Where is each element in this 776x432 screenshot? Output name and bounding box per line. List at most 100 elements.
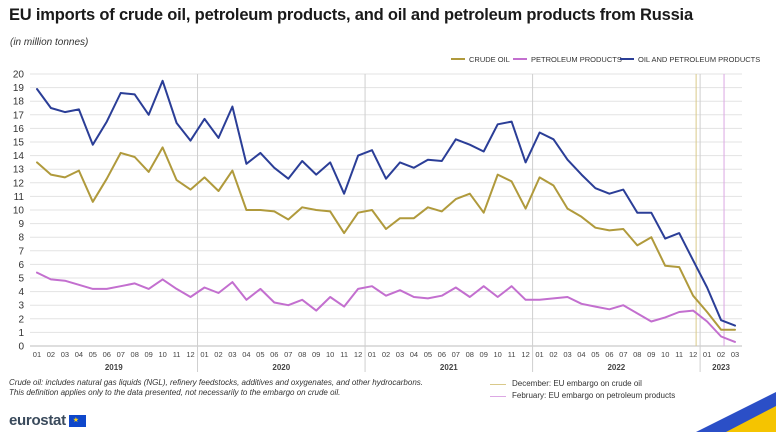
legend-label-total: OIL AND PETROLEUM PRODUCTS [638, 55, 760, 64]
x-tick-label-2022-01: 01 [535, 350, 543, 359]
series-line-total [36, 79, 736, 327]
embargo-notes: December: EU embargo on crude oil Februa… [490, 378, 675, 402]
y-tick-label-19: 19 [13, 83, 25, 94]
footnote-line-2: This definition applies only to the data… [9, 388, 341, 397]
x-tick-label-2019-10: 10 [158, 350, 166, 359]
y-tick-label-0: 0 [18, 342, 24, 353]
x-tick-label-2021-12: 12 [521, 350, 529, 359]
x-tick-label-2022-05: 05 [591, 350, 599, 359]
x-tick-label-2020-08: 08 [298, 350, 306, 359]
x-tick-label-2019-02: 02 [47, 350, 55, 359]
x-tick-label-2022-06: 06 [605, 350, 613, 359]
y-tick-label-1: 1 [18, 328, 24, 339]
y-tick-label-15: 15 [13, 138, 25, 149]
x-tick-label-2022-02: 02 [549, 350, 557, 359]
x-tick-label-2020-12: 12 [354, 350, 362, 359]
y-tick-label-2: 2 [18, 314, 24, 325]
y-tick-label-3: 3 [18, 301, 24, 312]
x-tick-label-2021-01: 01 [368, 350, 376, 359]
series-line-petroleum [36, 271, 736, 343]
x-tick-label-2019-11: 11 [173, 350, 181, 359]
x-tick-label-2023-01: 01 [703, 350, 711, 359]
y-tick-label-18: 18 [13, 97, 25, 108]
y-tick-label-12: 12 [13, 178, 25, 189]
x-tick-label-2020-07: 07 [284, 350, 292, 359]
y-tick-label-11: 11 [14, 192, 25, 203]
legend-label-crude: CRUDE OIL [469, 55, 510, 64]
x-tick-label-2019-09: 09 [144, 350, 152, 359]
x-tick-label-2020-09: 09 [312, 350, 320, 359]
x-tick-label-2020-02: 02 [214, 350, 222, 359]
y-tick-label-6: 6 [18, 260, 24, 271]
chart-subtitle: (in million tonnes) [10, 37, 89, 48]
footnote: Crude oil: includes natural gas liquids … [9, 378, 423, 398]
x-tick-label-2021-09: 09 [480, 350, 488, 359]
x-year-label-2022: 2022 [607, 363, 625, 372]
x-tick-label-2021-11: 11 [508, 350, 516, 359]
y-tick-label-5: 5 [18, 274, 24, 285]
series-line-crude [36, 146, 736, 331]
x-tick-label-2020-06: 06 [270, 350, 278, 359]
x-tick-label-2020-04: 04 [242, 350, 250, 359]
x-tick-label-2019-01: 01 [33, 350, 41, 359]
x-tick-label-2021-02: 02 [382, 350, 390, 359]
y-tick-label-7: 7 [18, 246, 24, 257]
y-tick-label-4: 4 [18, 287, 24, 298]
y-tick-label-10: 10 [13, 206, 25, 217]
x-tick-label-2022-08: 08 [633, 350, 641, 359]
embargo-note-crude: December: EU embargo on crude oil [490, 378, 675, 390]
x-tick-label-2022-10: 10 [661, 350, 669, 359]
eurostat-logo-text: eurostat [9, 412, 66, 429]
x-tick-label-2020-03: 03 [228, 350, 236, 359]
y-tick-label-20: 20 [13, 70, 25, 81]
chart-title: EU imports of crude oil, petroleum produ… [9, 6, 693, 24]
y-tick-label-14: 14 [13, 151, 25, 162]
x-tick-label-2020-11: 11 [340, 350, 348, 359]
x-year-label-2019: 2019 [105, 363, 123, 372]
x-tick-label-2022-07: 07 [619, 350, 627, 359]
x-tick-label-2021-10: 10 [494, 350, 502, 359]
x-tick-label-2019-08: 08 [131, 350, 139, 359]
x-tick-label-2020-01: 01 [200, 350, 208, 359]
embargo-note-petroleum-swatch [490, 395, 506, 397]
y-tick-label-9: 9 [18, 219, 24, 230]
embargo-note-crude-text: December: EU embargo on crude oil [512, 379, 642, 388]
x-tick-label-2019-03: 03 [61, 350, 69, 359]
x-tick-label-2022-09: 09 [647, 350, 655, 359]
x-tick-label-2021-04: 04 [410, 350, 418, 359]
x-tick-label-2021-03: 03 [396, 350, 404, 359]
x-tick-label-2021-06: 06 [438, 350, 446, 359]
y-tick-label-8: 8 [18, 233, 24, 244]
eu-flag-icon: ★ [68, 414, 86, 427]
x-tick-label-2019-04: 04 [75, 350, 83, 359]
x-tick-label-2019-05: 05 [89, 350, 97, 359]
x-tick-label-2021-05: 05 [424, 350, 432, 359]
x-year-label-2023: 2023 [712, 363, 730, 372]
x-tick-label-2022-04: 04 [577, 350, 585, 359]
y-tick-label-17: 17 [13, 110, 25, 121]
corner-decoration-icon [696, 392, 776, 432]
x-tick-label-2019-06: 06 [103, 350, 111, 359]
x-tick-label-2019-07: 07 [117, 350, 125, 359]
footnote-line-1: Crude oil: includes natural gas liquids … [9, 378, 424, 387]
x-tick-label-2022-12: 12 [689, 350, 697, 359]
embargo-note-crude-swatch [490, 383, 506, 385]
y-tick-label-13: 13 [13, 165, 25, 176]
y-tick-label-16: 16 [13, 124, 25, 135]
eurostat-logo[interactable]: eurostat ★ [9, 412, 86, 429]
x-tick-label-2020-10: 10 [326, 350, 334, 359]
x-tick-label-2019-12: 12 [186, 350, 194, 359]
x-tick-label-2021-08: 08 [466, 350, 474, 359]
x-tick-label-2020-05: 05 [256, 350, 264, 359]
x-tick-label-2022-03: 03 [563, 350, 571, 359]
x-year-label-2020: 2020 [272, 363, 290, 372]
x-year-label-2021: 2021 [440, 363, 458, 372]
embargo-note-petroleum: February: EU embargo on petroleum produc… [490, 390, 675, 402]
embargo-note-petroleum-text: February: EU embargo on petroleum produc… [512, 391, 676, 400]
x-tick-label-2023-02: 02 [717, 350, 725, 359]
x-tick-label-2022-11: 11 [675, 350, 683, 359]
x-tick-label-2023-03: 03 [731, 350, 739, 359]
legend-label-petroleum: PETROLEUM PRODUCTS [531, 55, 622, 64]
x-tick-label-2021-07: 07 [452, 350, 460, 359]
